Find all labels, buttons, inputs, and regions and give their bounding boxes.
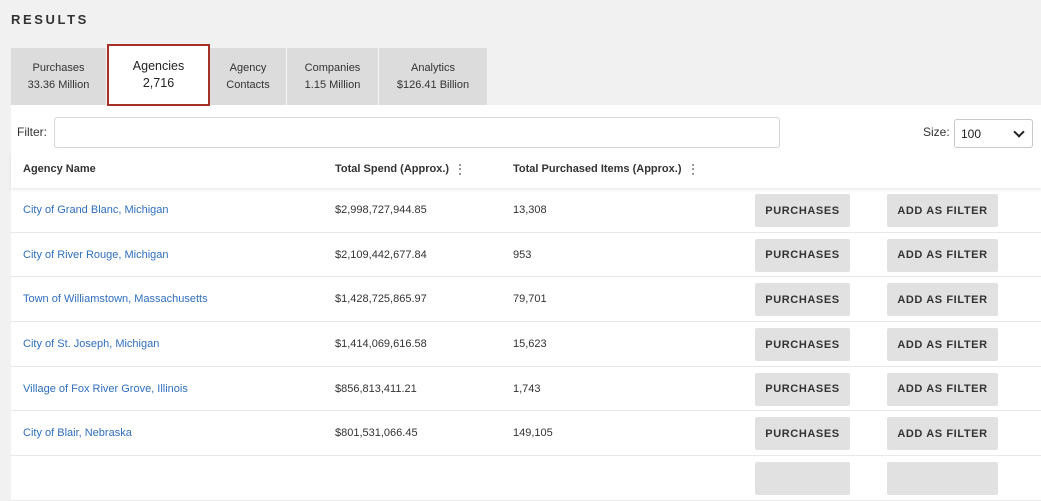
results-tabs: Purchases 33.36 Million Agencies 2,716 A… [11, 44, 487, 106]
add-as-filter-button[interactable]: ADD AS FILTER [887, 328, 998, 362]
purchases-button[interactable]: PURCHASES [755, 417, 850, 451]
tab-agency-contacts[interactable]: Agency Contacts [210, 48, 287, 105]
total-spend-cell: $2,109,442,677.84 [335, 248, 427, 261]
filter-input[interactable] [54, 117, 780, 148]
agency-name-link[interactable]: City of Grand Blanc, Michigan [23, 204, 169, 216]
total-items-cell: 1,743 [513, 382, 541, 395]
agency-name-link[interactable]: Town of Williamstown, Massachusetts [23, 293, 208, 306]
column-header-label: Total Spend (Approx.) [335, 163, 450, 175]
add-as-filter-button[interactable]: ADD AS FILTER [887, 194, 998, 227]
add-as-filter-button[interactable]: ADD AS FILTER [887, 238, 998, 272]
purchases-button[interactable]: PURCHASES [755, 238, 850, 272]
table-row: Town of Williamstown, Massachusetts $1,4… [11, 277, 1041, 323]
tab-agencies[interactable]: Agencies 2,716 [107, 44, 210, 106]
total-items-cell: 149,105 [513, 427, 553, 440]
agency-name-link[interactable]: City of St. Joseph, Michigan [23, 338, 160, 351]
table-header: Agency Name Total Spend (Approx.) Total … [11, 153, 1041, 188]
purchases-button[interactable]: PURCHASES [755, 283, 850, 317]
tab-count: 33.36 Million [27, 78, 90, 91]
agency-name-link[interactable]: City of River Rouge, Michigan [23, 248, 169, 261]
tab-count: $126.41 Billion [396, 78, 470, 91]
tab-count: 2,716 [142, 76, 175, 90]
add-as-filter-button[interactable]: ADD AS FILTER [887, 372, 998, 406]
tab-label: Analytics [410, 61, 456, 74]
table-row: City of Blair, Nebraska $801,531,066.45 … [11, 411, 1041, 457]
purchases-button[interactable]: PURCHASES [755, 194, 850, 227]
add-as-filter-button[interactable]: ADD AS FILTER [887, 417, 998, 451]
tab-analytics[interactable]: Analytics $126.41 Billion [379, 48, 487, 105]
table-row-partial [11, 456, 1041, 501]
purchases-button[interactable] [755, 462, 850, 496]
total-items-cell: 13,308 [513, 204, 547, 216]
table-row: City of Grand Blanc, Michigan $2,998,727… [11, 188, 1041, 233]
total-spend-cell: $2,998,727,944.85 [335, 204, 427, 216]
add-as-filter-button[interactable] [887, 462, 998, 496]
tab-label: Agency [229, 61, 267, 74]
total-spend-cell: $801,531,066.45 [335, 427, 418, 440]
total-spend-cell: $856,813,411.21 [335, 382, 417, 395]
table-row: Village of Fox River Grove, Illinois $85… [11, 366, 1041, 412]
tab-count: 1.15 Million [304, 78, 361, 91]
column-header-total-spend[interactable]: Total Spend (Approx.) [335, 163, 462, 175]
size-select[interactable]: 100 [954, 119, 1033, 148]
add-as-filter-button[interactable]: ADD AS FILTER [887, 283, 998, 317]
column-header-total-items[interactable]: Total Purchased Items (Approx.) [513, 163, 694, 175]
size-selected-value: 100 [961, 126, 982, 141]
tab-purchases[interactable]: Purchases 33.36 Million [11, 48, 107, 105]
tab-count: Contacts [226, 78, 270, 91]
agency-name-link[interactable]: City of Blair, Nebraska [23, 427, 132, 440]
purchases-button[interactable]: PURCHASES [755, 372, 850, 406]
agency-name-link[interactable]: Village of Fox River Grove, Illinois [23, 382, 188, 395]
table-row: City of River Rouge, Michigan $2,109,442… [11, 232, 1041, 278]
tab-label: Agencies [132, 59, 185, 73]
table-row: City of St. Joseph, Michigan $1,414,069,… [11, 322, 1041, 367]
total-items-cell: 79,701 [513, 293, 547, 306]
total-items-cell: 953 [513, 248, 532, 261]
filter-label: Filter: [17, 125, 47, 139]
chevron-down-icon [1013, 125, 1025, 138]
results-panel: Filter: Size: 100 Agency Name Total Spen… [11, 105, 1041, 501]
tab-companies[interactable]: Companies 1.15 Million [287, 48, 379, 105]
total-spend-cell: $1,414,069,616.58 [335, 338, 427, 351]
total-items-cell: 15,623 [513, 338, 547, 351]
purchases-button[interactable]: PURCHASES [755, 328, 850, 362]
tab-label: Companies [304, 61, 361, 74]
results-heading: RESULTS [11, 12, 89, 27]
table-body: City of Grand Blanc, Michigan $2,998,727… [11, 188, 1041, 501]
column-menu-icon[interactable] [691, 163, 694, 175]
column-header-agency-name[interactable]: Agency Name [23, 163, 96, 175]
column-header-label: Total Purchased Items (Approx.) [513, 163, 682, 175]
column-menu-icon[interactable] [459, 163, 462, 175]
tab-label: Purchases [32, 61, 85, 74]
total-spend-cell: $1,428,725,865.97 [335, 293, 427, 306]
size-label: Size: [923, 125, 950, 139]
column-header-label: Agency Name [23, 163, 96, 175]
